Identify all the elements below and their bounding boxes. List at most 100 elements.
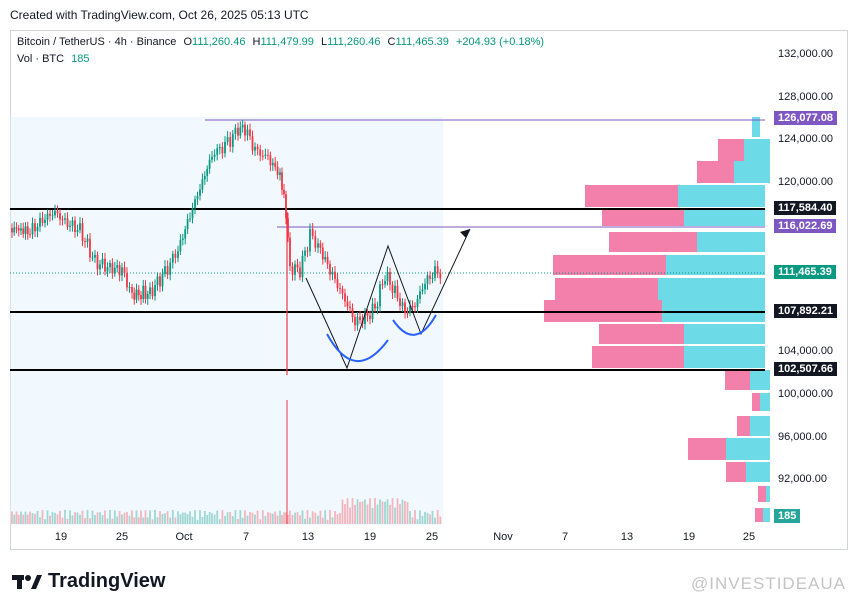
candle-body xyxy=(44,219,46,223)
volume-bar xyxy=(339,513,341,524)
candle-body xyxy=(201,179,204,190)
candle-body xyxy=(311,228,314,237)
volume-bar xyxy=(389,504,391,524)
candle-body xyxy=(113,267,116,274)
volume-bar xyxy=(191,516,194,524)
volume-profile-down xyxy=(737,416,750,436)
volume-bar xyxy=(211,513,213,524)
candle-body xyxy=(429,275,431,279)
candle-body xyxy=(326,256,329,264)
candle-body xyxy=(306,250,309,252)
volume-bar xyxy=(17,514,20,524)
volume-bar xyxy=(259,519,262,524)
volume-bar xyxy=(22,514,25,524)
candle-body xyxy=(289,237,291,267)
volume-bar xyxy=(94,514,96,524)
last-price-badge: 111,465.39 xyxy=(774,265,836,279)
volume-bar xyxy=(64,510,66,524)
candle-body xyxy=(319,243,322,248)
candle-body xyxy=(121,267,123,276)
candle-body xyxy=(137,289,140,296)
volume-bar xyxy=(281,515,283,524)
volume-bar xyxy=(224,515,226,524)
tradingview-logo[interactable]: TradingView xyxy=(12,570,165,593)
volume-bar xyxy=(91,510,94,524)
candle-body xyxy=(203,175,206,180)
candle-body xyxy=(109,263,111,268)
volume-bar xyxy=(294,512,296,524)
candle-body xyxy=(24,226,27,234)
price-tick: 128,000.00 xyxy=(778,91,834,103)
chart-pane[interactable] xyxy=(10,30,848,550)
candle-body xyxy=(101,258,104,265)
symbol-name[interactable]: Bitcoin / TetherUS · 4h · Binance xyxy=(17,36,177,48)
candle-body xyxy=(174,253,177,258)
change-value: +204.93 (+0.18%) xyxy=(455,36,545,48)
volume-bar xyxy=(206,514,209,524)
volume-bar xyxy=(174,517,177,524)
volume-bar xyxy=(401,499,404,524)
volume-bar xyxy=(381,501,384,524)
candlesticks xyxy=(11,119,442,375)
volume-bar xyxy=(404,501,406,524)
candle-body xyxy=(213,154,216,157)
low-value: 111,260.46 xyxy=(327,36,381,48)
candle-body xyxy=(208,159,211,169)
candle-body xyxy=(231,133,234,147)
volume-bar xyxy=(361,501,364,524)
volume-bar xyxy=(84,518,86,524)
candle-body xyxy=(104,258,106,272)
candle-body xyxy=(184,229,187,239)
candle-body xyxy=(334,271,336,280)
candle-body xyxy=(39,217,41,227)
volume-bar xyxy=(274,511,277,524)
volume-bar xyxy=(74,512,76,524)
volume-profile-down xyxy=(725,370,750,390)
price-tick: 100,000.00 xyxy=(778,388,834,400)
volume-bar xyxy=(131,510,133,524)
volume-profile-down xyxy=(752,393,760,411)
candle-body xyxy=(271,162,274,166)
symbol-legend[interactable]: Bitcoin / TetherUS · 4h · Binance O111,2… xyxy=(17,36,544,48)
candle-body xyxy=(17,228,20,231)
candle-body xyxy=(314,236,317,248)
volume-bar xyxy=(81,510,84,524)
volume-bar xyxy=(142,517,145,524)
candle-body xyxy=(336,279,339,288)
candle-body xyxy=(179,239,182,252)
candle-body xyxy=(246,129,249,136)
volume-legend[interactable]: Vol · BTC 185 xyxy=(17,53,90,65)
candle-body xyxy=(66,218,69,227)
volume-bar xyxy=(49,515,51,524)
volume-profile-down xyxy=(599,324,684,344)
candle-body xyxy=(396,285,399,299)
candle-body xyxy=(331,271,334,275)
volume-profile-up xyxy=(726,438,770,460)
candle-body xyxy=(351,308,354,318)
volume-bar xyxy=(379,499,381,524)
volume-bar xyxy=(133,517,136,524)
candle-body xyxy=(234,127,237,134)
volume-profile-up xyxy=(734,161,770,183)
volume-bar xyxy=(321,517,324,524)
candle-body xyxy=(31,223,34,235)
volume-profile-down xyxy=(602,208,684,226)
candle-body xyxy=(339,287,341,289)
volume-profile-up xyxy=(684,324,765,344)
candle-body xyxy=(154,284,156,297)
volume-bar xyxy=(231,516,234,524)
candle-body xyxy=(399,298,401,307)
candle-body xyxy=(49,213,51,216)
volume-bar xyxy=(46,510,49,524)
time-tick: 19 xyxy=(363,531,377,543)
volume-profile-down xyxy=(609,232,697,252)
candle-body xyxy=(261,155,264,157)
candle-body xyxy=(144,285,147,299)
volume-bar xyxy=(269,512,272,524)
volume-bar xyxy=(296,512,299,524)
volume-bar xyxy=(189,511,191,524)
volume-bar xyxy=(216,510,219,524)
volume-bar xyxy=(386,499,389,524)
volume-bar xyxy=(169,517,172,524)
